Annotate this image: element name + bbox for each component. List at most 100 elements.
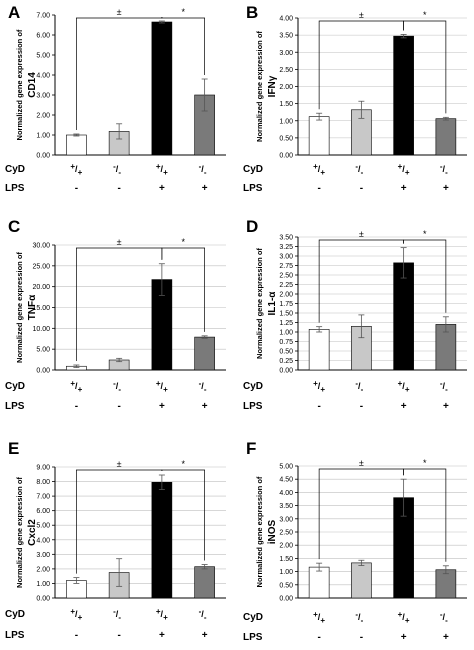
- lps-value-label: +: [443, 632, 449, 643]
- significance-bracket-right-label: *: [181, 237, 185, 247]
- y-axis-label-gene: TNFα: [27, 294, 38, 320]
- significance-bracket-left: [318, 20, 404, 110]
- y-tick-label: 5.00: [279, 464, 293, 471]
- bar: [435, 118, 457, 156]
- significance-bracket-left: [318, 239, 404, 323]
- y-tick-label: 2.50: [279, 530, 293, 537]
- y-tick-label: 1.00: [279, 118, 293, 125]
- lps-row-label: LPS: [243, 183, 263, 194]
- chart-panel-b: B 0.00 0.50 1.00 1.50 2.00 2.50 3.00 3.50 4.00 Nor…: [243, 3, 467, 194]
- y-tick-label: 2.50: [279, 67, 293, 74]
- y-tick-label: 3.00: [36, 552, 50, 559]
- y-axis-label: Normalized gene expression of: [15, 477, 24, 588]
- y-tick-label: 0.00: [279, 368, 293, 375]
- lps-value-label: -: [117, 630, 120, 641]
- y-tick-label: 2.50: [279, 273, 293, 280]
- y-tick-label: 30.00: [32, 243, 50, 250]
- y-tick-label: 0.75: [279, 339, 293, 346]
- lps-value-label: +: [401, 401, 407, 412]
- y-tick-label: 9.00: [36, 465, 50, 472]
- y-axis-label-gene: IL1-α: [267, 291, 278, 316]
- genotype-label: +/+: [70, 607, 82, 622]
- y-tick-label: 25.00: [32, 263, 50, 270]
- y-axis-label-gene: iNOS: [267, 519, 278, 544]
- significance-bracket-left: [318, 468, 404, 560]
- lps-value-label: -: [117, 183, 120, 194]
- cyd-row-label: CyD: [243, 612, 263, 623]
- y-tick-label: 2.00: [279, 84, 293, 91]
- y-tick-label: 1.50: [279, 101, 293, 108]
- significance-bracket-right: [161, 17, 205, 75]
- lps-row-label: LPS: [5, 401, 25, 412]
- y-tick-label: 5.00: [36, 347, 50, 354]
- significance-bracket-right: [403, 468, 447, 562]
- cyd-row-label: CyD: [243, 381, 263, 392]
- lps-value-label: -: [75, 183, 78, 194]
- y-tick-label: 4.00: [279, 16, 293, 23]
- y-tick-label: 3.00: [36, 93, 50, 100]
- panel-letter: E: [8, 439, 19, 458]
- y-tick-label: 5.00: [36, 523, 50, 530]
- genotype-label: -/-: [199, 607, 207, 622]
- y-tick-label: 15.00: [32, 305, 50, 312]
- genotype-label: -/-: [199, 379, 207, 394]
- y-tick-label: 0.00: [36, 153, 50, 160]
- y-tick-label: 2.25: [279, 282, 293, 289]
- y-tick-label: 3.00: [279, 50, 293, 57]
- genotype-label: +/+: [313, 379, 325, 394]
- lps-row-label: LPS: [5, 630, 25, 641]
- y-tick-label: 6.00: [36, 508, 50, 515]
- genotype-label: -/-: [113, 379, 121, 394]
- y-tick-label: 1.00: [36, 581, 50, 588]
- significance-bracket-left: [76, 469, 163, 574]
- y-tick-label: 3.25: [279, 244, 293, 251]
- significance-bracket-left: [76, 247, 163, 361]
- genotype-label: +/+: [398, 610, 410, 625]
- panel-letter: D: [246, 217, 258, 236]
- y-tick-label: 10.00: [32, 326, 50, 333]
- y-axis-label: Normalized gene expression of: [255, 476, 264, 587]
- y-tick-label: 4.00: [279, 490, 293, 497]
- lps-value-label: +: [401, 632, 407, 643]
- lps-value-label: +: [159, 401, 165, 412]
- y-tick-label: 2.00: [279, 292, 293, 299]
- significance-bracket-left-label: ±: [359, 229, 364, 239]
- significance-bracket-right-label: *: [423, 10, 427, 20]
- y-tick-label: 3.50: [279, 503, 293, 510]
- lps-value-label: -: [75, 630, 78, 641]
- genotype-label: +/+: [70, 379, 82, 394]
- significance-bracket-left: [76, 17, 163, 130]
- lps-value-label: +: [401, 183, 407, 194]
- genotype-label: -/-: [440, 379, 448, 394]
- y-axis-label-gene: Cxcl2: [27, 519, 38, 546]
- bar: [151, 21, 173, 156]
- significance-bracket-right-label: *: [181, 7, 185, 17]
- lps-value-label: -: [360, 632, 363, 643]
- y-tick-label: 2.00: [36, 113, 50, 120]
- y-tick-label: 7.00: [36, 13, 50, 20]
- genotype-label: -/-: [355, 379, 363, 394]
- y-tick-label: 0.00: [279, 153, 293, 160]
- y-tick-label: 7.00: [36, 494, 50, 501]
- y-tick-label: 0.50: [279, 349, 293, 356]
- genotype-label: -/-: [440, 610, 448, 625]
- genotype-label: +/+: [156, 607, 168, 622]
- y-tick-label: 6.00: [36, 33, 50, 40]
- chart-panel-c: C 0.00 5.00 10.00 15.00 20.00 25.00 30.00 Normal…: [5, 217, 226, 412]
- lps-value-label: -: [317, 401, 320, 412]
- y-axis-label: Normalized gene expression of: [255, 31, 264, 142]
- significance-bracket-right: [403, 20, 447, 114]
- y-axis-label: Normalized gene expression of: [15, 252, 24, 363]
- y-tick-label: 2.00: [279, 543, 293, 550]
- lps-value-label: +: [443, 183, 449, 194]
- y-tick-label: 2.00: [36, 566, 50, 573]
- bar: [194, 336, 215, 371]
- bar: [351, 562, 372, 599]
- y-axis-label: Normalized gene expression of: [255, 248, 264, 359]
- y-tick-label: 1.00: [279, 569, 293, 576]
- y-tick-label: 8.00: [36, 479, 50, 486]
- lps-value-label: +: [202, 183, 208, 194]
- cyd-row-label: CyD: [5, 164, 25, 175]
- y-tick-label: 1.00: [279, 330, 293, 337]
